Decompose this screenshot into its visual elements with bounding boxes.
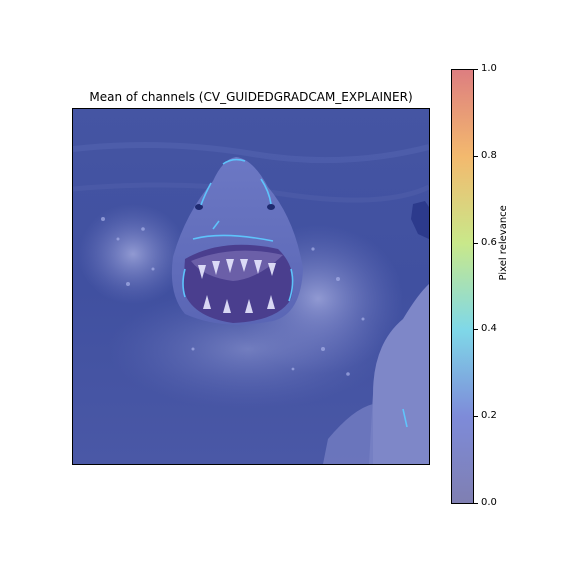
colorbar-tick-label: 1.0	[481, 63, 497, 74]
colorbar-tick-label: 0.0	[481, 497, 497, 508]
colorbar-tick-label: 0.6	[481, 236, 497, 248]
colorbar-tick	[474, 503, 478, 504]
colorbar-tick	[474, 329, 478, 331]
colorbar-label: Pixel relevance	[498, 205, 509, 281]
colorbar-tick	[474, 416, 478, 418]
dark-object	[411, 201, 429, 239]
heatmap-axes	[72, 108, 430, 465]
colorbar-tick-label: 0.8	[481, 149, 497, 161]
colorbar-tick-label: 0.4	[481, 323, 497, 335]
colorbar	[451, 69, 474, 504]
shark-teeth	[198, 259, 276, 313]
chart-title: Mean of channels (CV_GUIDEDGRADCAM_EXPLA…	[89, 90, 413, 104]
colorbar-tick	[474, 242, 478, 244]
boat-hull	[369, 284, 429, 464]
colorbar-tick	[474, 155, 478, 157]
relevance-highlights	[182, 158, 408, 428]
colorbar-tick	[474, 69, 478, 70]
colorbar-tick-label: 0.2	[481, 410, 497, 422]
water-spray-left	[78, 204, 188, 304]
heatmap-image	[73, 109, 429, 464]
